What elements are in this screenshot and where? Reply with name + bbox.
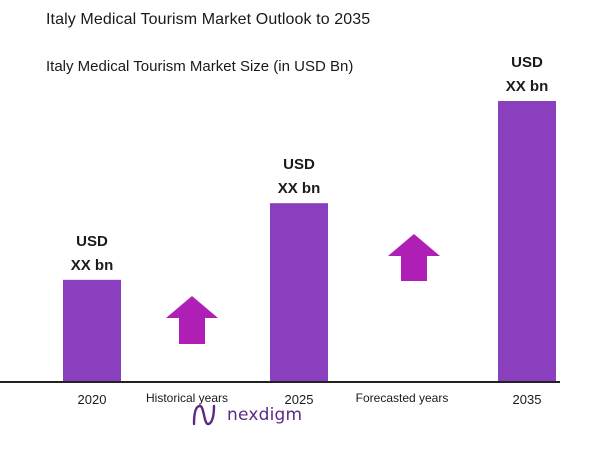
data-label-usd-2025: USD <box>283 156 315 173</box>
bar-2020 <box>63 279 121 382</box>
data-label-value-2025: XX bn <box>278 180 321 197</box>
period-label-historical: Historical years <box>146 391 228 405</box>
nexdigm-logo: nexdigm <box>191 404 302 426</box>
chart-subtitle: Italy Medical Tourism Market Size (in US… <box>46 58 354 75</box>
period-label-forecasted: Forecasted years <box>356 391 449 405</box>
x-tick-label-2020: 2020 <box>78 392 107 407</box>
growth-arrow-forecasted <box>388 234 440 281</box>
x-tick-label-2025: 2025 <box>285 392 314 407</box>
nexdigm-logo-icon <box>192 404 216 426</box>
brand-name: nexdigm <box>227 405 303 425</box>
x-tick-label-2035: 2035 <box>513 392 542 407</box>
growth-arrow-historical <box>166 296 218 344</box>
data-label-value-2020: XX bn <box>71 257 114 274</box>
data-label-usd-2020: USD <box>76 233 108 250</box>
data-label-value-2035: XX bn <box>506 78 549 95</box>
bar-2035 <box>498 101 556 382</box>
chart-title: Italy Medical Tourism Market Outlook to … <box>46 11 371 28</box>
bar-2025 <box>270 203 328 382</box>
data-label-usd-2035: USD <box>511 54 543 71</box>
